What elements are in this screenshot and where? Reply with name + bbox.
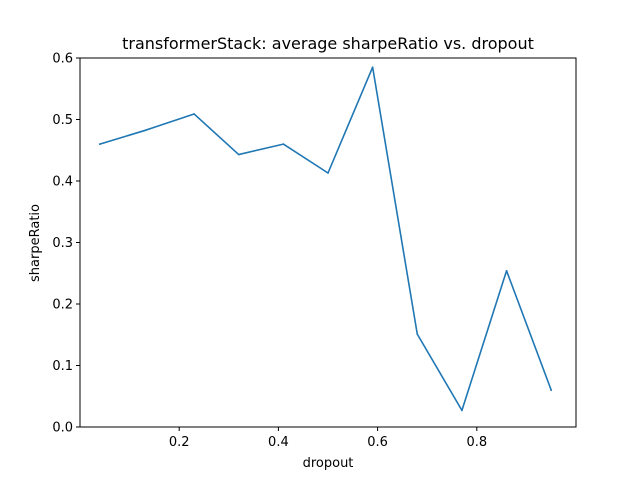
plot-area <box>98 66 553 412</box>
y-tick-label: 0.2 <box>52 298 73 313</box>
x-axis-label: dropout <box>303 456 354 471</box>
chart-title: transformerStack: average sharpeRatio vs… <box>122 34 534 53</box>
axes-frame <box>79 57 577 428</box>
y-tick-label: 0.5 <box>52 113 73 128</box>
data-point <box>143 129 146 132</box>
data-point <box>371 66 374 69</box>
data-point <box>99 143 101 145</box>
data-point <box>193 113 195 115</box>
data-point <box>282 143 285 145</box>
x-tick-label: 0.4 <box>268 435 289 450</box>
data-point <box>237 153 240 156</box>
y-axis-label: sharpeRatio <box>28 204 43 282</box>
x-tick-label: 0.6 <box>367 435 388 450</box>
y-tick-label: 0.6 <box>52 52 73 67</box>
data-point <box>327 172 329 174</box>
data-point <box>416 333 419 335</box>
y-tick-label: 0.0 <box>52 421 73 436</box>
x-tick-label: 0.2 <box>169 435 190 450</box>
data-point <box>550 389 552 391</box>
y-tick-label: 0.1 <box>52 359 73 374</box>
data-point <box>461 409 463 412</box>
axis-ticks: 0.2 0.4 0.6 0.8 0.0 0.1 0.2 0.3 0.4 0.5 0.6 <box>52 52 487 451</box>
x-tick-label: 0.8 <box>466 435 487 450</box>
y-tick-label: 0.4 <box>52 175 73 190</box>
data-point <box>505 269 508 272</box>
y-tick-label: 0.3 <box>52 236 73 251</box>
